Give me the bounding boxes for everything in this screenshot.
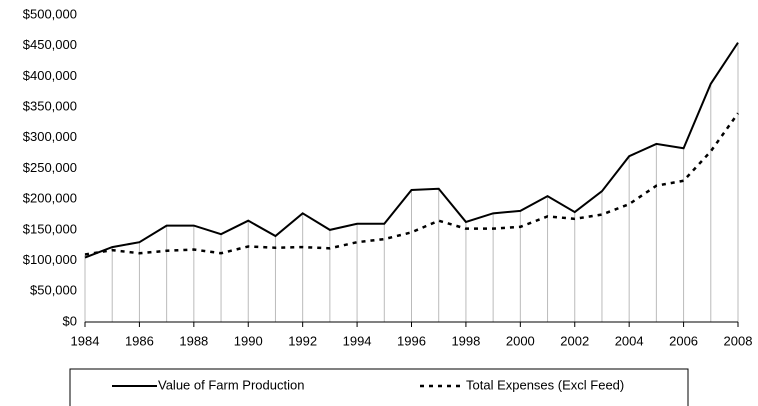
x-tick-label: 2008 [724, 333, 753, 348]
x-tick-label: 2000 [506, 333, 535, 348]
y-tick-label: $250,000 [23, 160, 77, 175]
y-tick-label: $0 [63, 313, 77, 328]
x-tick-label: 2002 [560, 333, 589, 348]
x-tick-label: 1984 [71, 333, 100, 348]
x-tick-label: 2006 [669, 333, 698, 348]
x-tick-label: 1988 [179, 333, 208, 348]
x-tick-label: 2004 [615, 333, 644, 348]
legend-label: Value of Farm Production [158, 377, 304, 392]
y-tick-label: $50,000 [30, 283, 77, 298]
y-tick-label: $350,000 [23, 99, 77, 114]
x-tick-label: 1990 [234, 333, 263, 348]
y-tick-label: $450,000 [23, 37, 77, 52]
x-tick-label: 1986 [125, 333, 154, 348]
series-line [84, 42, 739, 259]
y-tick-label: $400,000 [23, 68, 77, 83]
y-tick-label: $300,000 [23, 129, 77, 144]
y-tick-label: $100,000 [23, 252, 77, 267]
x-tick-label: 1998 [451, 333, 480, 348]
series-line [84, 112, 740, 256]
x-tick-label: 1996 [397, 333, 426, 348]
y-tick-label: $200,000 [23, 191, 77, 206]
y-tick-label: $500,000 [23, 6, 77, 21]
x-tick-label: 1992 [288, 333, 317, 348]
y-tick-label: $150,000 [23, 221, 77, 236]
legend-label: Total Expenses (Excl Feed) [466, 377, 624, 392]
legend-box [69, 368, 689, 406]
x-tick-label: 1994 [343, 333, 372, 348]
